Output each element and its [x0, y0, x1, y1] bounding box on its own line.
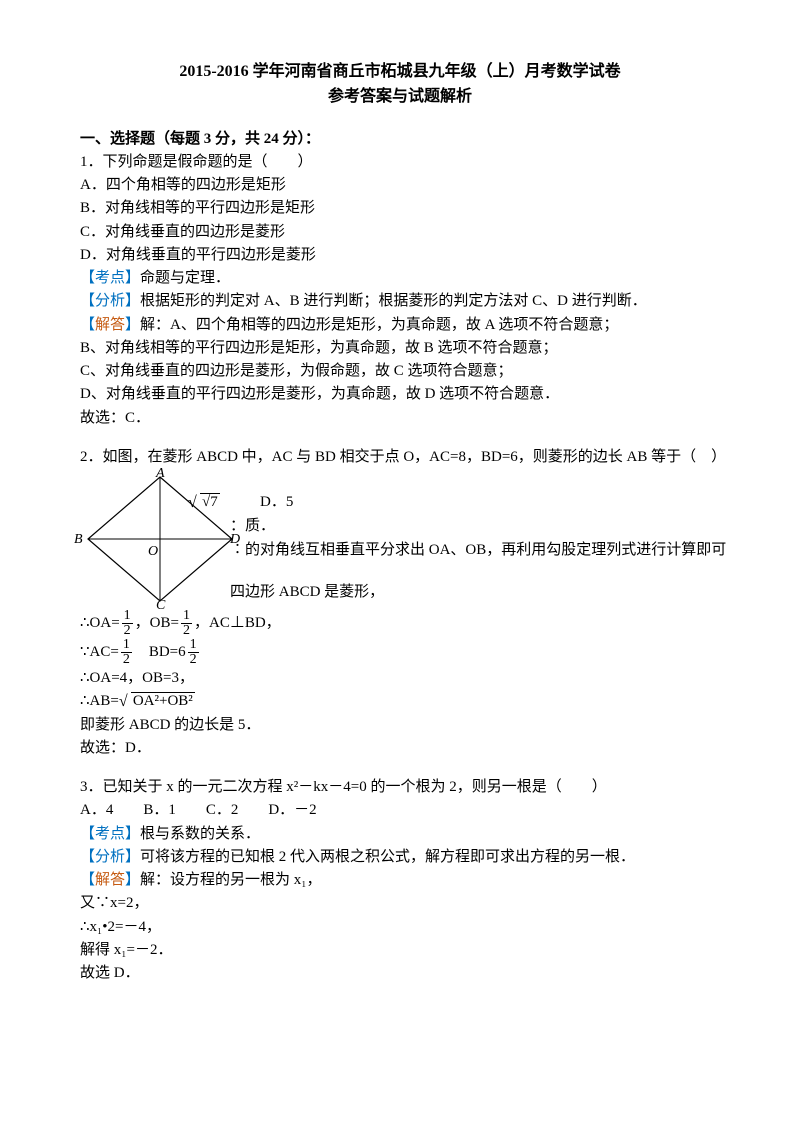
q1-kaodian-text: 命题与定理． — [140, 270, 230, 286]
jieda-label-word: 解答 — [95, 872, 125, 888]
doc-title-line-2: 参考答案与试题解析 — [80, 85, 720, 110]
q1-fenxi: 【分析】根据矩形的判定对 A、B 进行判断；根据菱形的判定方法对 C、D 进行判… — [80, 290, 720, 313]
q2-ac-bd-line: ∵AC=12 BD=612 — [80, 638, 720, 667]
q1-answer: 故选：C． — [80, 407, 720, 430]
q2-oa-ob-line: ∴OA=12，OB=12，AC⊥BD， — [80, 609, 720, 638]
q2-fenxi-tail: ∶的对角线互相垂直平分求出 OA、OB，再利用勾股定理列式进行计算即可 — [230, 539, 726, 562]
jieda-label-suf: 】 — [125, 317, 140, 333]
center-o-label: O — [148, 541, 158, 563]
sqrt7-fragment: √7 — [188, 491, 220, 514]
q3-fenxi: 【分析】可将该方程的已知根 2 代入两根之积公式，解方程即可求出方程的另一根． — [80, 846, 720, 869]
q1-option-a: A．四个角相等的四边形是矩形 — [80, 174, 720, 197]
q1-jieda: 【解答】解：A、四个角相等的四边形是矩形，为真命题，故 A 选项不符合题意； — [80, 314, 720, 337]
text-ac-perp-bd: ，AC⊥BD， — [194, 615, 281, 631]
q3-answer: 故选 D． — [80, 962, 720, 985]
q3-x2: 又∵x=2， — [80, 892, 720, 915]
q3-fenxi-text: 可将该方程的已知根 2 代入两根之积公式，解方程即可求出方程的另一根． — [140, 849, 635, 865]
q1-line-b: B、对角线相等的平行四边形是矩形，为真命题，故 B 选项不符合题意； — [80, 337, 720, 360]
q1-stem: 1．下列命题是假命题的是（ ） — [80, 151, 720, 174]
doc-title-line-1: 2015-2016 学年河南省商丘市柘城县九年级（上）月考数学试卷 — [80, 60, 720, 85]
kaodian-label: 【考点】 — [80, 270, 140, 286]
q2-ab-line: ∴AB=OA²+OB² — [80, 690, 720, 713]
q3-options: A．4 B．1 C．2 D．－2 — [80, 799, 720, 822]
q1-kaodian: 【考点】命题与定理． — [80, 267, 720, 290]
jieda-label-pre: 【 — [80, 872, 95, 888]
fraction-half-bd: 12 — [188, 638, 199, 667]
sqrt-oa2ob2: OA²+OB² — [119, 690, 195, 713]
q1-option-d: D．对角线垂直的平行四边形是菱形 — [80, 244, 720, 267]
fenxi-label: 【分析】 — [80, 293, 140, 309]
q2-kaodian-tail: ：质． — [230, 515, 275, 538]
q3-jieda: 【解答】解：设方程的另一根为 x₁， — [80, 869, 720, 892]
section-heading: 一、选择题（每题 3 分，共 24 分）： — [80, 128, 720, 151]
q3-prod: ∴x₁•2=－4， — [80, 916, 720, 939]
q2-answer: 故选：D． — [80, 737, 720, 760]
q2-stem: 2．如图，在菱形 ABCD 中，AC 与 BD 相交于点 O，AC=8，BD=6… — [80, 446, 720, 469]
text-oa: ∴OA= — [80, 615, 120, 631]
q2-diagram-wrap: A B C D O √7 D．5 ：质． ∶的对角线互相垂直平分求出 OA、OB… — [80, 469, 720, 609]
q1-line-d: D、对角线垂直的平行四边形是菱形，为真命题，故 D 选项不符合题意． — [80, 383, 720, 406]
vertex-c-label: C — [156, 595, 165, 617]
q2-jieda-tail: 四边形 ABCD 是菱形， — [230, 581, 384, 604]
vertex-a-label: A — [156, 463, 165, 485]
jieda-label-word: 解答 — [95, 317, 125, 333]
q3-jieda-text: 解：设方程的另一根为 x₁， — [140, 872, 321, 888]
text-ac: ∵AC= — [80, 644, 119, 660]
text-ab: ∴AB= — [80, 693, 119, 709]
q3-kaodian: 【考点】根与系数的关系． — [80, 823, 720, 846]
q2-side-5: 即菱形 ABCD 的边长是 5． — [80, 714, 720, 737]
q2-oa4-ob3: ∴OA=4，OB=3， — [80, 667, 720, 690]
fenxi-label: 【分析】 — [80, 849, 140, 865]
q1-fenxi-text: 根据矩形的判定对 A、B 进行判断；根据菱形的判定方法对 C、D 进行判断． — [140, 293, 647, 309]
q1-line-c: C、对角线垂直的四边形是菱形，为假命题，故 C 选项符合题意； — [80, 360, 720, 383]
q3-kaodian-text: 根与系数的关系． — [140, 826, 260, 842]
fraction-half-2: 12 — [181, 609, 192, 638]
exam-page: 2015-2016 学年河南省商丘市柘城县九年级（上）月考数学试卷 参考答案与试… — [0, 0, 800, 1025]
kaodian-label: 【考点】 — [80, 826, 140, 842]
jieda-label-pre: 【 — [80, 317, 95, 333]
q3-stem: 3．已知关于 x 的一元二次方程 x²－kx－4=0 的一个根为 2，则另一根是… — [80, 776, 720, 799]
rhombus-diagram — [80, 469, 240, 609]
fraction-half-ac: 12 — [121, 638, 132, 667]
q2-options-tail: D．5 — [230, 491, 293, 514]
q1-option-c: C．对角线垂直的四边形是菱形 — [80, 221, 720, 244]
text-bd: BD=6 — [134, 644, 186, 660]
q3-solve: 解得 x₁=－2． — [80, 939, 720, 962]
vertex-b-label: B — [74, 529, 83, 551]
q1-option-b: B．对角线相等的平行四边形是矩形 — [80, 197, 720, 220]
fraction-half-1: 12 — [122, 609, 133, 638]
jieda-label-suf: 】 — [125, 872, 140, 888]
text-ob: ，OB= — [135, 615, 179, 631]
q1-jieda-text: 解：A、四个角相等的四边形是矩形，为真命题，故 A 选项不符合题意； — [140, 317, 618, 333]
